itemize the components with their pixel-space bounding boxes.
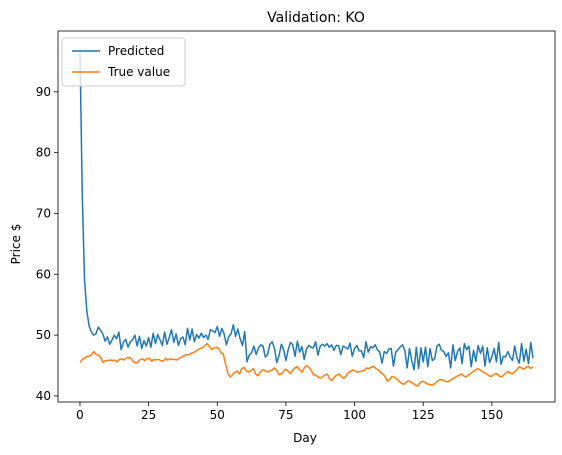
legend-label-predicted: Predicted: [108, 44, 164, 58]
x-tick-label: 50: [210, 408, 225, 422]
y-axis: 40 50 60 70 80 90: [36, 85, 58, 403]
chart-title: Validation: KO: [267, 10, 365, 26]
y-tick-label: 50: [36, 328, 51, 342]
plot-frame: [57, 30, 556, 403]
x-tick-label: 0: [76, 408, 84, 422]
series-line-predicted: [79, 49, 534, 371]
series-line-true-value: [79, 342, 534, 387]
legend-box: [61, 37, 186, 87]
legend-label-true-value: True value: [107, 65, 170, 79]
x-tick-label: 100: [343, 408, 366, 422]
x-axis-label: Day: [293, 431, 317, 445]
x-tick-label: 75: [278, 408, 293, 422]
y-tick-label: 70: [36, 206, 51, 220]
y-tick-label: 60: [36, 267, 51, 281]
series-layer: [79, 49, 534, 387]
y-tick-label: 80: [36, 146, 51, 160]
legend: Predicted True value: [61, 37, 186, 87]
y-tick-label: 90: [36, 85, 51, 99]
x-axis: 0 25 50 75 100 125 150: [76, 402, 503, 422]
y-axis-label: Price $: [9, 224, 23, 265]
y-tick-label: 40: [36, 389, 51, 403]
x-tick-label: 25: [141, 408, 156, 422]
x-tick-label: 125: [412, 408, 435, 422]
x-tick-label: 150: [480, 408, 503, 422]
